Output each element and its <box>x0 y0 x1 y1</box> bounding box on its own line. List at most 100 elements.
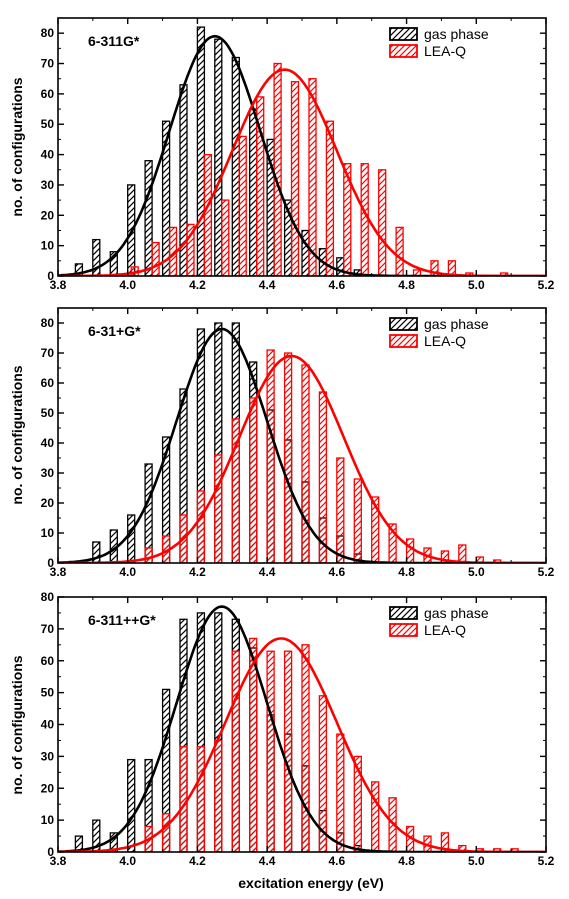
bar <box>179 388 188 563</box>
y-tick-label: 80 <box>41 26 55 40</box>
x-tick-label: 5.0 <box>468 278 485 292</box>
legend-label: gas phase <box>424 605 489 621</box>
bar <box>249 637 258 852</box>
y-tick-label: 50 <box>41 117 55 131</box>
y-tick-label: 70 <box>41 57 55 71</box>
bar <box>161 688 171 852</box>
bar <box>353 478 362 563</box>
bar <box>388 523 397 563</box>
x-tick-label: 4.6 <box>329 854 346 868</box>
bar <box>203 153 213 276</box>
bar <box>92 238 101 276</box>
fit-curve <box>58 34 546 276</box>
x-tick-label: 4.2 <box>189 854 206 868</box>
bar <box>301 644 310 852</box>
bar <box>343 163 352 276</box>
bar <box>231 418 240 563</box>
bar <box>161 813 171 852</box>
legend-swatch <box>389 623 418 637</box>
bar <box>440 550 450 563</box>
y-tick-label: 30 <box>41 749 55 763</box>
y-tick-label: 50 <box>41 406 55 420</box>
x-tick-label: 4.8 <box>398 565 415 579</box>
x-tick-label: 5.2 <box>538 565 555 579</box>
bar <box>266 349 275 563</box>
legend-label: gas phase <box>424 316 489 332</box>
y-tick-label: 40 <box>41 436 55 450</box>
y-tick-label: 0 <box>47 269 54 283</box>
bar <box>231 650 240 852</box>
bar <box>308 78 317 276</box>
x-tick-label: 4.4 <box>259 278 276 292</box>
bar <box>214 38 223 276</box>
bar <box>214 322 223 563</box>
legend-swatch <box>389 334 418 348</box>
x-tick-label: 4.0 <box>119 565 136 579</box>
legend-label: LEA-Q <box>424 43 466 59</box>
legend-swatch <box>389 606 418 620</box>
y-tick-label: 20 <box>41 496 55 510</box>
legend-label: LEA-Q <box>424 333 466 349</box>
x-tick-label: 4.2 <box>189 278 206 292</box>
bar <box>405 538 415 563</box>
y-tick-label: 30 <box>41 466 55 480</box>
bar <box>249 108 258 276</box>
x-tick-label: 4.2 <box>189 565 206 579</box>
bar <box>301 364 310 563</box>
bar <box>196 490 206 563</box>
bar <box>196 26 206 276</box>
y-tick-label: 40 <box>41 718 55 732</box>
bar <box>144 463 153 563</box>
bar <box>196 612 206 852</box>
bar <box>144 547 153 563</box>
x-tick-label: 5.0 <box>468 854 485 868</box>
bar <box>161 436 171 563</box>
y-tick-label: 60 <box>41 654 55 668</box>
y-tick-label: 30 <box>41 178 55 192</box>
bar <box>371 496 380 563</box>
bar <box>458 544 467 563</box>
x-tick-label: 3.8 <box>50 565 67 579</box>
panel-label: 6-31+G* <box>88 323 141 339</box>
x-tick-label: 4.8 <box>398 278 415 292</box>
bar <box>151 241 160 276</box>
bar <box>500 272 509 276</box>
y-tick-label: 20 <box>41 781 55 795</box>
y-tick-label: 20 <box>41 208 55 222</box>
y-tick-label: 0 <box>47 556 54 570</box>
bar <box>301 229 310 276</box>
panel-label: 6-311++G* <box>88 612 156 628</box>
x-tick-label: 4.0 <box>119 278 136 292</box>
x-tick-label: 4.6 <box>329 278 346 292</box>
bars-panel-2 <box>92 322 502 563</box>
bar <box>325 120 335 276</box>
y-tick-label: 60 <box>41 376 55 390</box>
bar <box>231 56 240 276</box>
x-tick-label: 4.0 <box>119 854 136 868</box>
bar <box>266 650 275 852</box>
bar <box>273 62 282 276</box>
bar <box>214 454 223 563</box>
bar <box>214 739 223 852</box>
legend-label: gas phase <box>424 26 489 42</box>
bar <box>290 81 300 276</box>
fit-curve <box>58 637 546 852</box>
bar <box>109 832 118 852</box>
bar <box>92 541 101 563</box>
y-tick-label: 80 <box>41 316 55 330</box>
bar <box>395 226 404 276</box>
bar <box>127 514 136 563</box>
y-tick-label: 10 <box>41 526 55 540</box>
bars-panel-3 <box>74 612 519 852</box>
bar <box>283 650 293 852</box>
y-tick-label: 10 <box>41 813 55 827</box>
panel-label: 6-311G* <box>88 33 140 49</box>
bar <box>161 120 171 276</box>
bar <box>196 746 206 852</box>
fit-curve <box>58 354 546 563</box>
bar <box>378 169 387 276</box>
bar <box>179 746 188 852</box>
